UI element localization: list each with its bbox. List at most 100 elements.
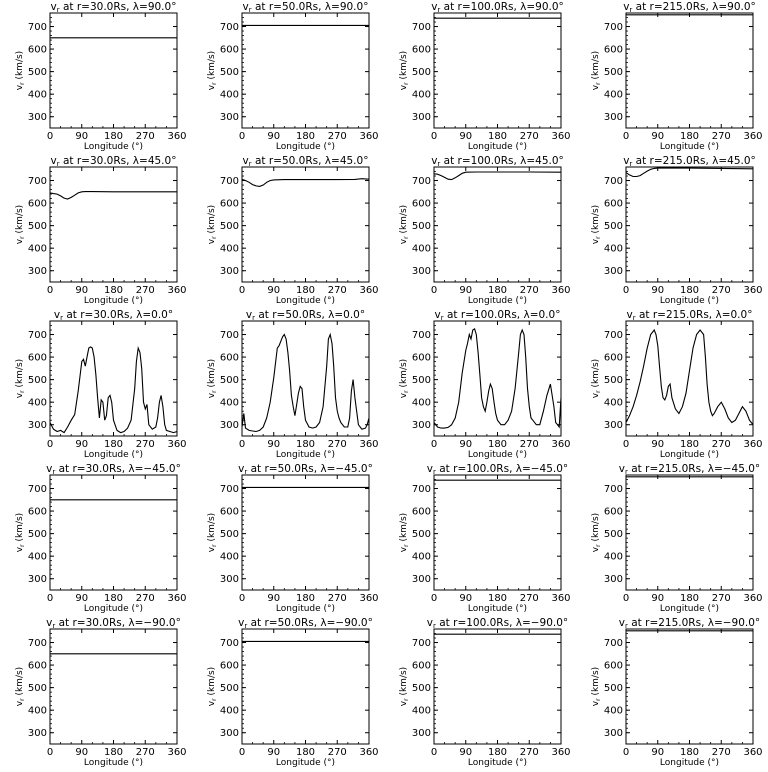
y-tick-label: 400 [412,706,431,717]
x-axis-label: Longitude (°) [276,758,335,768]
x-tick-label: 180 [680,285,699,296]
y-tick-label: 600 [28,507,47,518]
x-tick-label: 90 [75,747,88,758]
y-axis-label: vr (km/s) [207,513,218,552]
y-tick-label: 400 [220,552,239,563]
y-axis-label: vr (km/s) [591,205,602,244]
y-tick-label: 400 [220,706,239,717]
plot-frame [625,474,754,591]
y-tick-label: 400 [28,398,47,409]
x-axis-label: Longitude (°) [468,758,527,768]
y-tick-label: 300 [604,728,623,739]
y-tick-label: 300 [604,574,623,585]
subplot-2-2: vr at r=50.0Rs, λ=45.0° 300 400 500 600 700 0 9… [207,155,379,306]
x-axis-label: Longitude (°) [660,604,719,614]
y-tick-label: 700 [604,484,623,495]
y-tick-label: 700 [220,176,239,187]
y-tick-label: 600 [220,45,239,56]
y-tick-label: 500 [412,529,431,540]
y-tick-label: 600 [412,199,431,210]
y-tick-label: 500 [604,375,623,386]
y-tick-label: 400 [220,90,239,101]
y-axis-label: vr (km/s) [207,667,218,706]
plot-frame [625,320,754,437]
y-axis-label: vr (km/s) [591,51,602,90]
y-tick-label: 600 [604,45,623,56]
y-tick-label: 700 [412,484,431,495]
x-tick-label: 360 [167,285,186,296]
x-tick-label: 360 [551,285,570,296]
y-tick-label: 700 [412,176,431,187]
x-axis-label: Longitude (°) [276,450,335,460]
subplot-3-1: vr at r=30.0Rs, λ=0.0° 300 400 500 600 700 0 90… [15,309,187,460]
y-axis-label: vr (km/s) [399,51,410,90]
subplot-5-1: vr at r=30.0Rs, λ=−90.0° 300 400 500 600 700 0… [15,617,187,768]
y-tick-label: 400 [604,398,623,409]
x-tick-label: 360 [359,439,378,450]
y-tick-label: 300 [604,420,623,431]
x-tick-label: 180 [680,131,699,142]
x-tick-label: 90 [267,285,280,296]
x-tick-label: 360 [743,747,762,758]
data-line [434,171,561,181]
y-axis-label: vr (km/s) [207,51,218,90]
y-tick-label: 400 [604,552,623,563]
x-tick-label: 180 [296,747,315,758]
y-tick-label: 600 [28,661,47,672]
x-axis-label: Longitude (°) [468,450,527,460]
x-tick-label: 0 [239,747,245,758]
y-tick-label: 700 [28,22,47,33]
y-tick-label: 500 [28,529,47,540]
y-tick-label: 300 [412,420,431,431]
x-tick-label: 270 [328,747,347,758]
y-tick-label: 500 [220,683,239,694]
x-tick-label: 270 [712,131,731,142]
y-axis-label: vr (km/s) [591,667,602,706]
y-tick-label: 700 [412,330,431,341]
x-axis-label: Longitude (°) [468,296,527,306]
x-tick-label: 180 [104,593,123,604]
x-tick-label: 360 [359,747,378,758]
subplot-4-2: vr at r=50.0Rs, λ=−45.0° 300 400 500 600 700 0… [207,463,379,614]
y-tick-label: 700 [220,484,239,495]
y-tick-label: 700 [604,638,623,649]
y-tick-label: 600 [412,507,431,518]
y-tick-label: 600 [28,199,47,210]
y-tick-label: 600 [412,353,431,364]
y-tick-label: 300 [28,266,47,277]
subplot-1-2: vr at r=50.0Rs, λ=90.0° 300 400 500 600 700 0 9… [207,1,379,152]
subplot-1-4: vr at r=215.0Rs, λ=90.0° 300 400 500 600 700 0… [591,1,763,152]
y-tick-label: 400 [412,90,431,101]
x-tick-label: 90 [459,131,472,142]
y-axis-label: vr (km/s) [207,359,218,398]
x-tick-label: 0 [623,285,629,296]
y-tick-label: 600 [220,353,239,364]
x-tick-label: 90 [459,593,472,604]
y-tick-label: 500 [412,375,431,386]
x-tick-label: 270 [328,131,347,142]
y-tick-label: 300 [28,420,47,431]
x-tick-label: 90 [651,131,664,142]
y-axis-label: vr (km/s) [399,667,410,706]
x-axis-label: Longitude (°) [276,142,335,152]
subplot-title: vr at r=215.0Rs, λ=45.0° [623,155,756,168]
x-tick-label: 360 [167,747,186,758]
y-tick-label: 700 [604,330,623,341]
y-axis-label: vr (km/s) [399,359,410,398]
x-tick-label: 0 [47,285,53,296]
x-tick-label: 180 [488,131,507,142]
x-tick-label: 360 [743,439,762,450]
subplot-4-1: vr at r=30.0Rs, λ=−45.0° 300 400 500 600 700 0… [15,463,187,614]
x-tick-label: 90 [75,131,88,142]
x-axis-label: Longitude (°) [660,142,719,152]
plot-frame [241,166,370,283]
y-tick-label: 400 [412,552,431,563]
x-tick-label: 270 [136,747,155,758]
subplot-5-4: vr at r=215.0Rs, λ=−90.0° 300 400 500 600 700… [591,617,763,768]
y-axis-label: vr (km/s) [15,667,26,706]
x-tick-label: 270 [520,747,539,758]
x-tick-label: 90 [75,439,88,450]
subplot-title: vr at r=50.0Rs, λ=90.0° [243,1,369,14]
x-tick-label: 180 [680,593,699,604]
x-tick-label: 360 [359,593,378,604]
